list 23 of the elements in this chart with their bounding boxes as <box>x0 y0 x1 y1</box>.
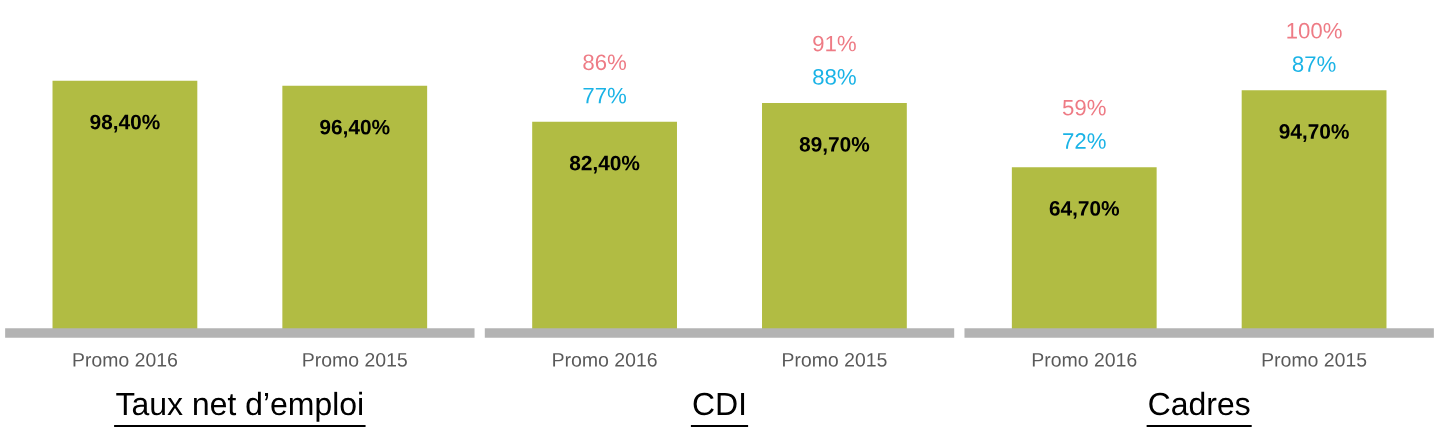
annotation: 72% <box>1063 133 1106 149</box>
x-tick-label: Promo 2015 <box>783 352 887 367</box>
x-tick-label: Promo 2015 <box>303 352 407 367</box>
data-label: 96,40% <box>320 119 390 138</box>
annotation: 77% <box>583 87 627 104</box>
x-tick-label: Promo 2016 <box>553 352 657 367</box>
x-tick-label: Promo 2015 <box>1262 352 1367 367</box>
text: 88% <box>813 69 856 85</box>
data-label: 64,70% <box>1049 201 1120 219</box>
text: 100% <box>1287 22 1342 39</box>
data-label: 98,40% <box>90 114 160 133</box>
text: 86% <box>583 54 627 71</box>
annotation: 59% <box>1062 99 1106 116</box>
text: Cadres <box>1149 391 1250 416</box>
data-label: 82,40% <box>569 155 640 174</box>
x-tick-label: Promo 2016 <box>1032 352 1137 367</box>
x-tick-label: Promo 2016 <box>73 352 178 367</box>
text: CDI <box>693 392 745 416</box>
text: Taux net d’emploi <box>116 391 362 422</box>
data-label: 94,70% <box>1279 124 1349 142</box>
data-label: 89,70% <box>799 136 870 155</box>
text: 91% <box>813 35 856 52</box>
text: 87% <box>1292 56 1336 72</box>
